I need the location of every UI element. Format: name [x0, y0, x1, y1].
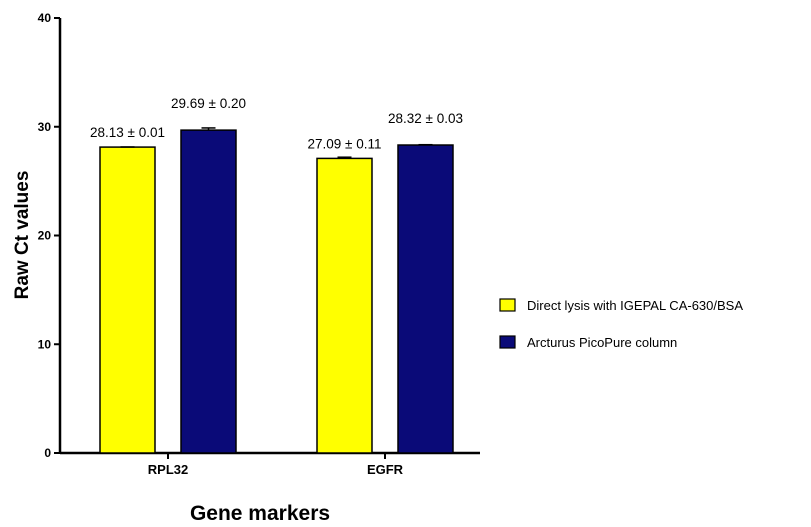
x-tick-label: EGFR [367, 462, 404, 477]
bar [316, 157, 373, 454]
data-label: 29.69 ± 0.20 [171, 96, 246, 111]
legend-swatch [499, 298, 516, 312]
x-axis-label: Gene markers [190, 502, 330, 525]
y-axis-label: Raw Ct values [12, 171, 33, 300]
y-tick-label: 20 [38, 229, 52, 243]
legend-swatch [499, 335, 516, 349]
y-tick-label: 40 [38, 11, 52, 25]
legend-label: Arcturus PicoPure column [527, 335, 677, 350]
legend-label: Direct lysis with IGEPAL CA-630/BSA [527, 298, 743, 313]
y-tick-label: 30 [38, 120, 52, 134]
data-label: 27.09 ± 0.11 [308, 136, 382, 151]
y-tick-label: 0 [44, 446, 51, 460]
data-label: 28.32 ± 0.03 [388, 111, 463, 126]
bar [99, 146, 156, 454]
legend: Direct lysis with IGEPAL CA-630/BSA Arctu… [499, 298, 743, 350]
bars: 28.13 ± 0.01 29.69 ± 0.20 27.09 ± 0.11 28.3… [90, 96, 463, 454]
bar [397, 144, 454, 454]
x-tick-label: RPL32 [148, 462, 188, 477]
y-tick-label: 10 [38, 337, 52, 351]
bar [180, 129, 237, 454]
data-label: 28.13 ± 0.01 [90, 125, 165, 140]
